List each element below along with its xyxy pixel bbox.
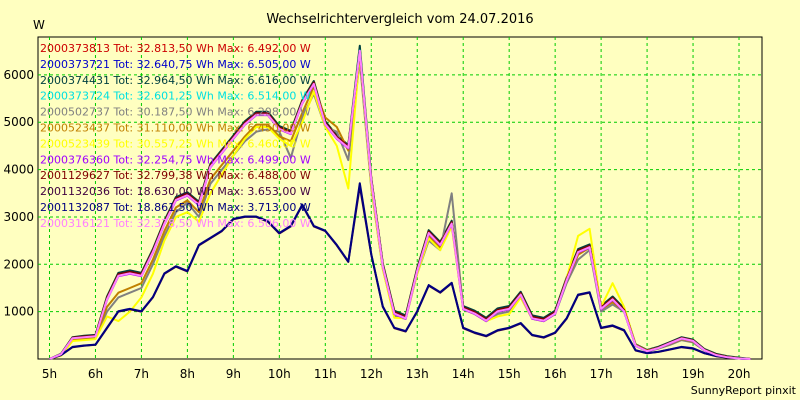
legend-entry-6: 2000523437 Tot: 31.110,00 Wh Max: 6.450,…	[40, 122, 311, 135]
series-line-12	[49, 49, 751, 360]
x-tick-label: 13h	[406, 367, 429, 381]
x-tick-label: 19h	[682, 367, 705, 381]
ticks-layer: 5h 6h 7h 8h 9h 10h 11h 12h 13h 14h 15h 16h 17h 18h 19h…	[3, 68, 750, 381]
x-tick-label: 11h	[314, 367, 337, 381]
legend-entry-9: 2001129627 Tot: 32.799,38 Wh Max: 6.488,…	[40, 169, 311, 182]
legend-entry-3: 2000374431 Tot: 32.964,50 Wh Max: 6.616,…	[40, 74, 311, 87]
footer-credit: SunnyReport pinxit	[691, 384, 797, 397]
x-tick-label: 14h	[452, 367, 475, 381]
legend-entry-5: 2000502737 Tot: 30.187,50 Wh Max: 6.298,…	[40, 106, 311, 119]
x-tick-label: 9h	[226, 367, 241, 381]
y-tick-label: 6000	[3, 68, 34, 82]
x-tick-label: 12h	[360, 367, 383, 381]
legend-entry-12: 2000316121 Tot: 32.378,50 Wh Max: 6.506,…	[40, 217, 311, 230]
x-tick-label: 6h	[88, 367, 103, 381]
legend-entry-1: 2000373813 Tot: 32.813,50 Wh Max: 6.492,…	[40, 42, 311, 55]
legend: 2000373813 Tot: 32.813,50 Wh Max: 6.492,…	[40, 42, 311, 230]
series-line-11	[49, 182, 751, 360]
y-tick-label: 3000	[3, 210, 34, 224]
x-tick-label: 10h	[268, 367, 291, 381]
x-tick-label: 8h	[180, 367, 195, 381]
x-tick-label: 17h	[590, 367, 613, 381]
y-tick-label: 1000	[3, 305, 34, 319]
y-tick-label: 4000	[3, 163, 34, 177]
x-tick-label: 7h	[134, 367, 149, 381]
legend-entry-2: 2000373721 Tot: 32.640,75 Wh Max: 6.505,…	[40, 58, 311, 71]
legend-entry-10: 2001132036 Tot: 18.630,00 Wh Max: 3.653,…	[40, 185, 311, 198]
chart-title: Wechselrichtervergleich vom 24.07.2016	[266, 12, 533, 27]
grid-layer	[38, 37, 762, 359]
x-tick-label: 15h	[498, 367, 521, 381]
series-layer	[49, 44, 751, 360]
x-tick-label: 5h	[42, 367, 57, 381]
legend-entry-11: 2001132087 Tot: 18.861,50 Wh Max: 3.713,…	[40, 201, 311, 214]
x-tick-label: 16h	[544, 367, 567, 381]
x-tick-label: 20h	[728, 367, 751, 381]
x-tick-label: 18h	[636, 367, 659, 381]
y-axis-unit-label: W	[33, 18, 45, 32]
y-tick-label: 5000	[3, 115, 34, 129]
plot-area	[37, 36, 763, 360]
legend-entry-8: 2000376360 Tot: 32.254,75 Wh Max: 6.499,…	[40, 153, 311, 166]
legend-entry-7: 2000523439 Tot: 30.557,25 Wh Max: 6.460,…	[40, 137, 311, 150]
y-tick-label: 2000	[3, 257, 34, 271]
legend-entry-4: 2000373724 Tot: 32.601,25 Wh Max: 6.514,…	[40, 90, 311, 103]
